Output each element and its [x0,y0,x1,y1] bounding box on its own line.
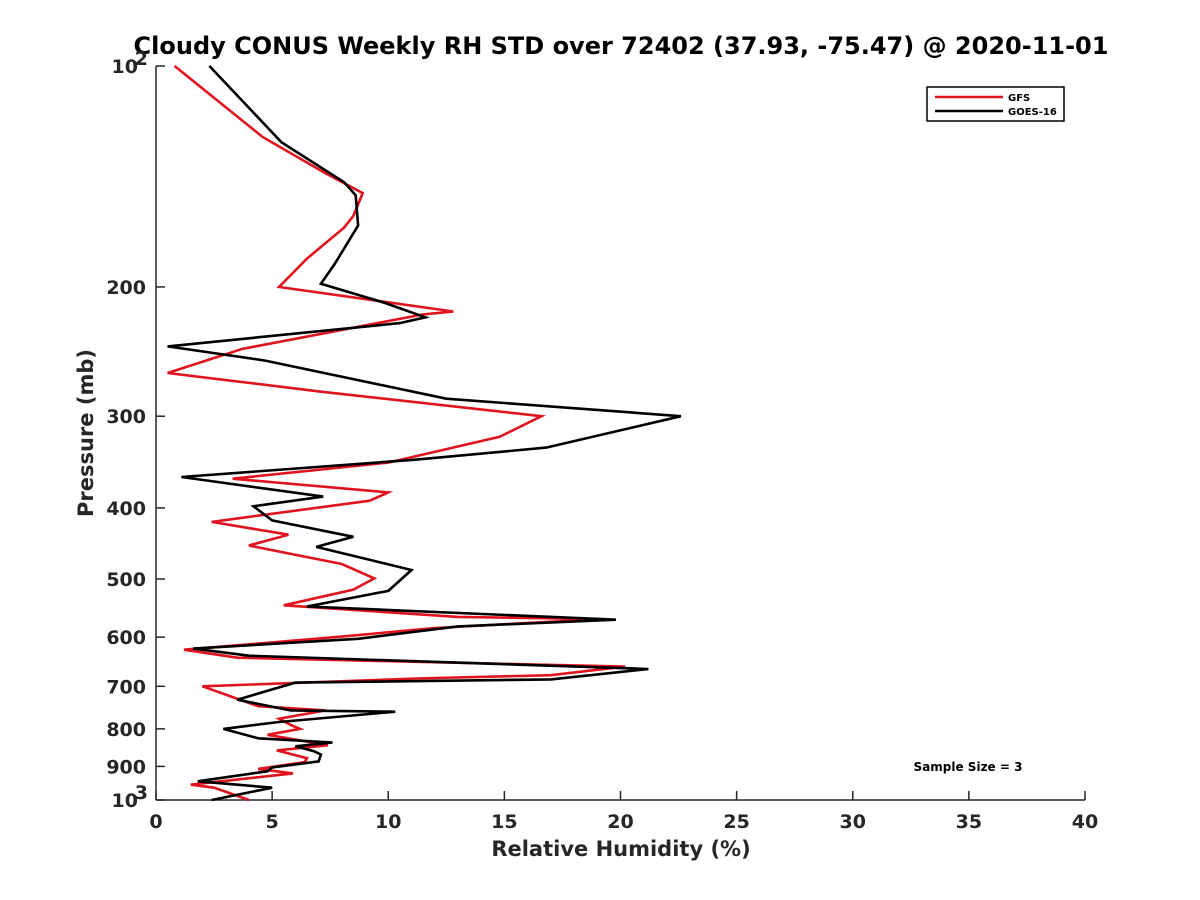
y-tick-label-exponent-100: 2 [135,48,148,70]
y-tick-label-800: 800 [106,719,146,741]
chart-title: Cloudy CONUS Weekly RH STD over 72402 (3… [134,32,1109,60]
x-tick-label-20: 20 [607,811,633,833]
x-tick-label-0: 0 [149,811,162,833]
x-tick-label-15: 15 [491,811,517,833]
y-axis-label: Pressure (mb) [74,349,98,517]
sample-size-annotation: Sample Size = 3 [914,760,1023,774]
x-tick-label-5: 5 [266,811,279,833]
plot-area: 0 5 10 15 20 25 30 35 40102200300400500600700800… [106,48,1098,833]
y-tick-label-1000: 10 [112,790,138,812]
y-tick-label-500: 500 [106,569,146,591]
y-tick-label-900: 900 [106,756,146,778]
y-tick-label-300: 300 [106,406,146,428]
x-tick-label-40: 40 [1072,811,1098,833]
y-tick-label-400: 400 [106,498,146,520]
x-tick-label-25: 25 [723,811,749,833]
x-tick-label-30: 30 [840,811,866,833]
series-line-goes-16 [167,65,682,802]
y-tick-label-100: 10 [112,56,138,78]
y-tick-label-600: 600 [106,627,146,649]
x-tick-label-10: 10 [375,811,401,833]
y-tick-label-200: 200 [106,277,146,299]
legend-label-goes-16: GOES-16 [1008,107,1057,118]
legend-box [926,86,1065,122]
y-tick-label-exponent-1000: 3 [135,782,148,804]
x-axis-label: Relative Humidity (%) [491,837,750,861]
y-tick-label-700: 700 [106,676,146,698]
legend-label-gfs: GFS [1008,93,1030,104]
x-tick-label-35: 35 [956,811,982,833]
